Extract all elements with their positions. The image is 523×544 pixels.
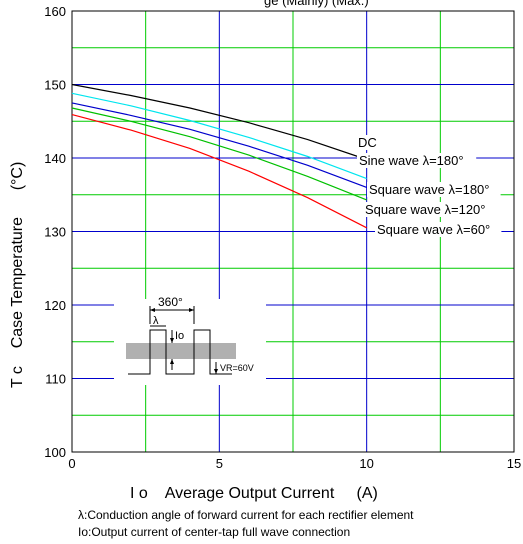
inset-current-label: Io (175, 330, 184, 342)
series-label: DC (358, 135, 377, 150)
x-tick-label: 0 (68, 456, 75, 471)
tick-labels: 0 5 10 15 100 110 120 130 140 150 160 (44, 4, 521, 471)
inset-waveform (128, 329, 232, 375)
series-labels: DC Sine wave λ=180° Square wave λ=180° Squa… (356, 135, 502, 237)
series-line (71, 92, 367, 180)
plot-frame (71, 10, 515, 453)
footnote-output-current: Io:Output current of center-tap full wav… (78, 525, 351, 539)
series-label: Square wave λ=120° (365, 202, 485, 217)
inset-average-band (126, 343, 236, 359)
x-tick-label: 10 (359, 456, 373, 471)
series-lines (71, 83, 367, 229)
series-label-background (356, 135, 375, 150)
series-label: Square wave λ=180° (369, 182, 489, 197)
x-tick-label: 15 (507, 456, 521, 471)
inset-period-label: 360° (158, 295, 183, 309)
inset-voltage-arrowhead (214, 369, 218, 374)
y-axis-label: T c Case Temperature (°C) (9, 162, 26, 388)
inset-background (114, 299, 266, 385)
series-label: Square wave λ=60° (377, 222, 490, 237)
series-line (71, 83, 367, 161)
footnote-conduction-angle: λ:Conduction angle of forward current fo… (78, 508, 414, 522)
series-line (71, 102, 367, 188)
waveform-inset: 360° λ Io VR=60V (114, 295, 266, 385)
y-tick-label: 110 (45, 372, 66, 387)
inset-current-arrowhead-down (170, 338, 174, 343)
x-axis-label: I o Average Output Current (A) (130, 485, 378, 502)
series-line (71, 107, 367, 201)
series-label-background (357, 153, 477, 168)
y-tick-label: 100 (44, 445, 66, 460)
chart-title: ge (Mainly) (Max.) (264, 0, 369, 8)
series-label-background (363, 202, 497, 217)
series-label-background (367, 182, 501, 197)
y-tick-label: 160 (44, 4, 66, 19)
x-tick-label: 5 (216, 456, 223, 471)
inset-period-arrowhead-left (150, 308, 155, 312)
inset-voltage-label: VR=60V (220, 363, 254, 373)
y-tick-label: 140 (44, 151, 66, 166)
series-label: Sine wave λ=180° (359, 153, 464, 168)
series-line (71, 114, 367, 229)
inset-period-arrowhead-right (189, 308, 194, 312)
inset-current-arrowhead-up (170, 359, 174, 364)
series-label-background (375, 222, 502, 237)
y-tick-label: 150 (44, 78, 66, 93)
inset-angle-label: λ (153, 315, 159, 327)
y-tick-label: 120 (44, 298, 66, 313)
y-tick-label: 130 (44, 225, 66, 240)
